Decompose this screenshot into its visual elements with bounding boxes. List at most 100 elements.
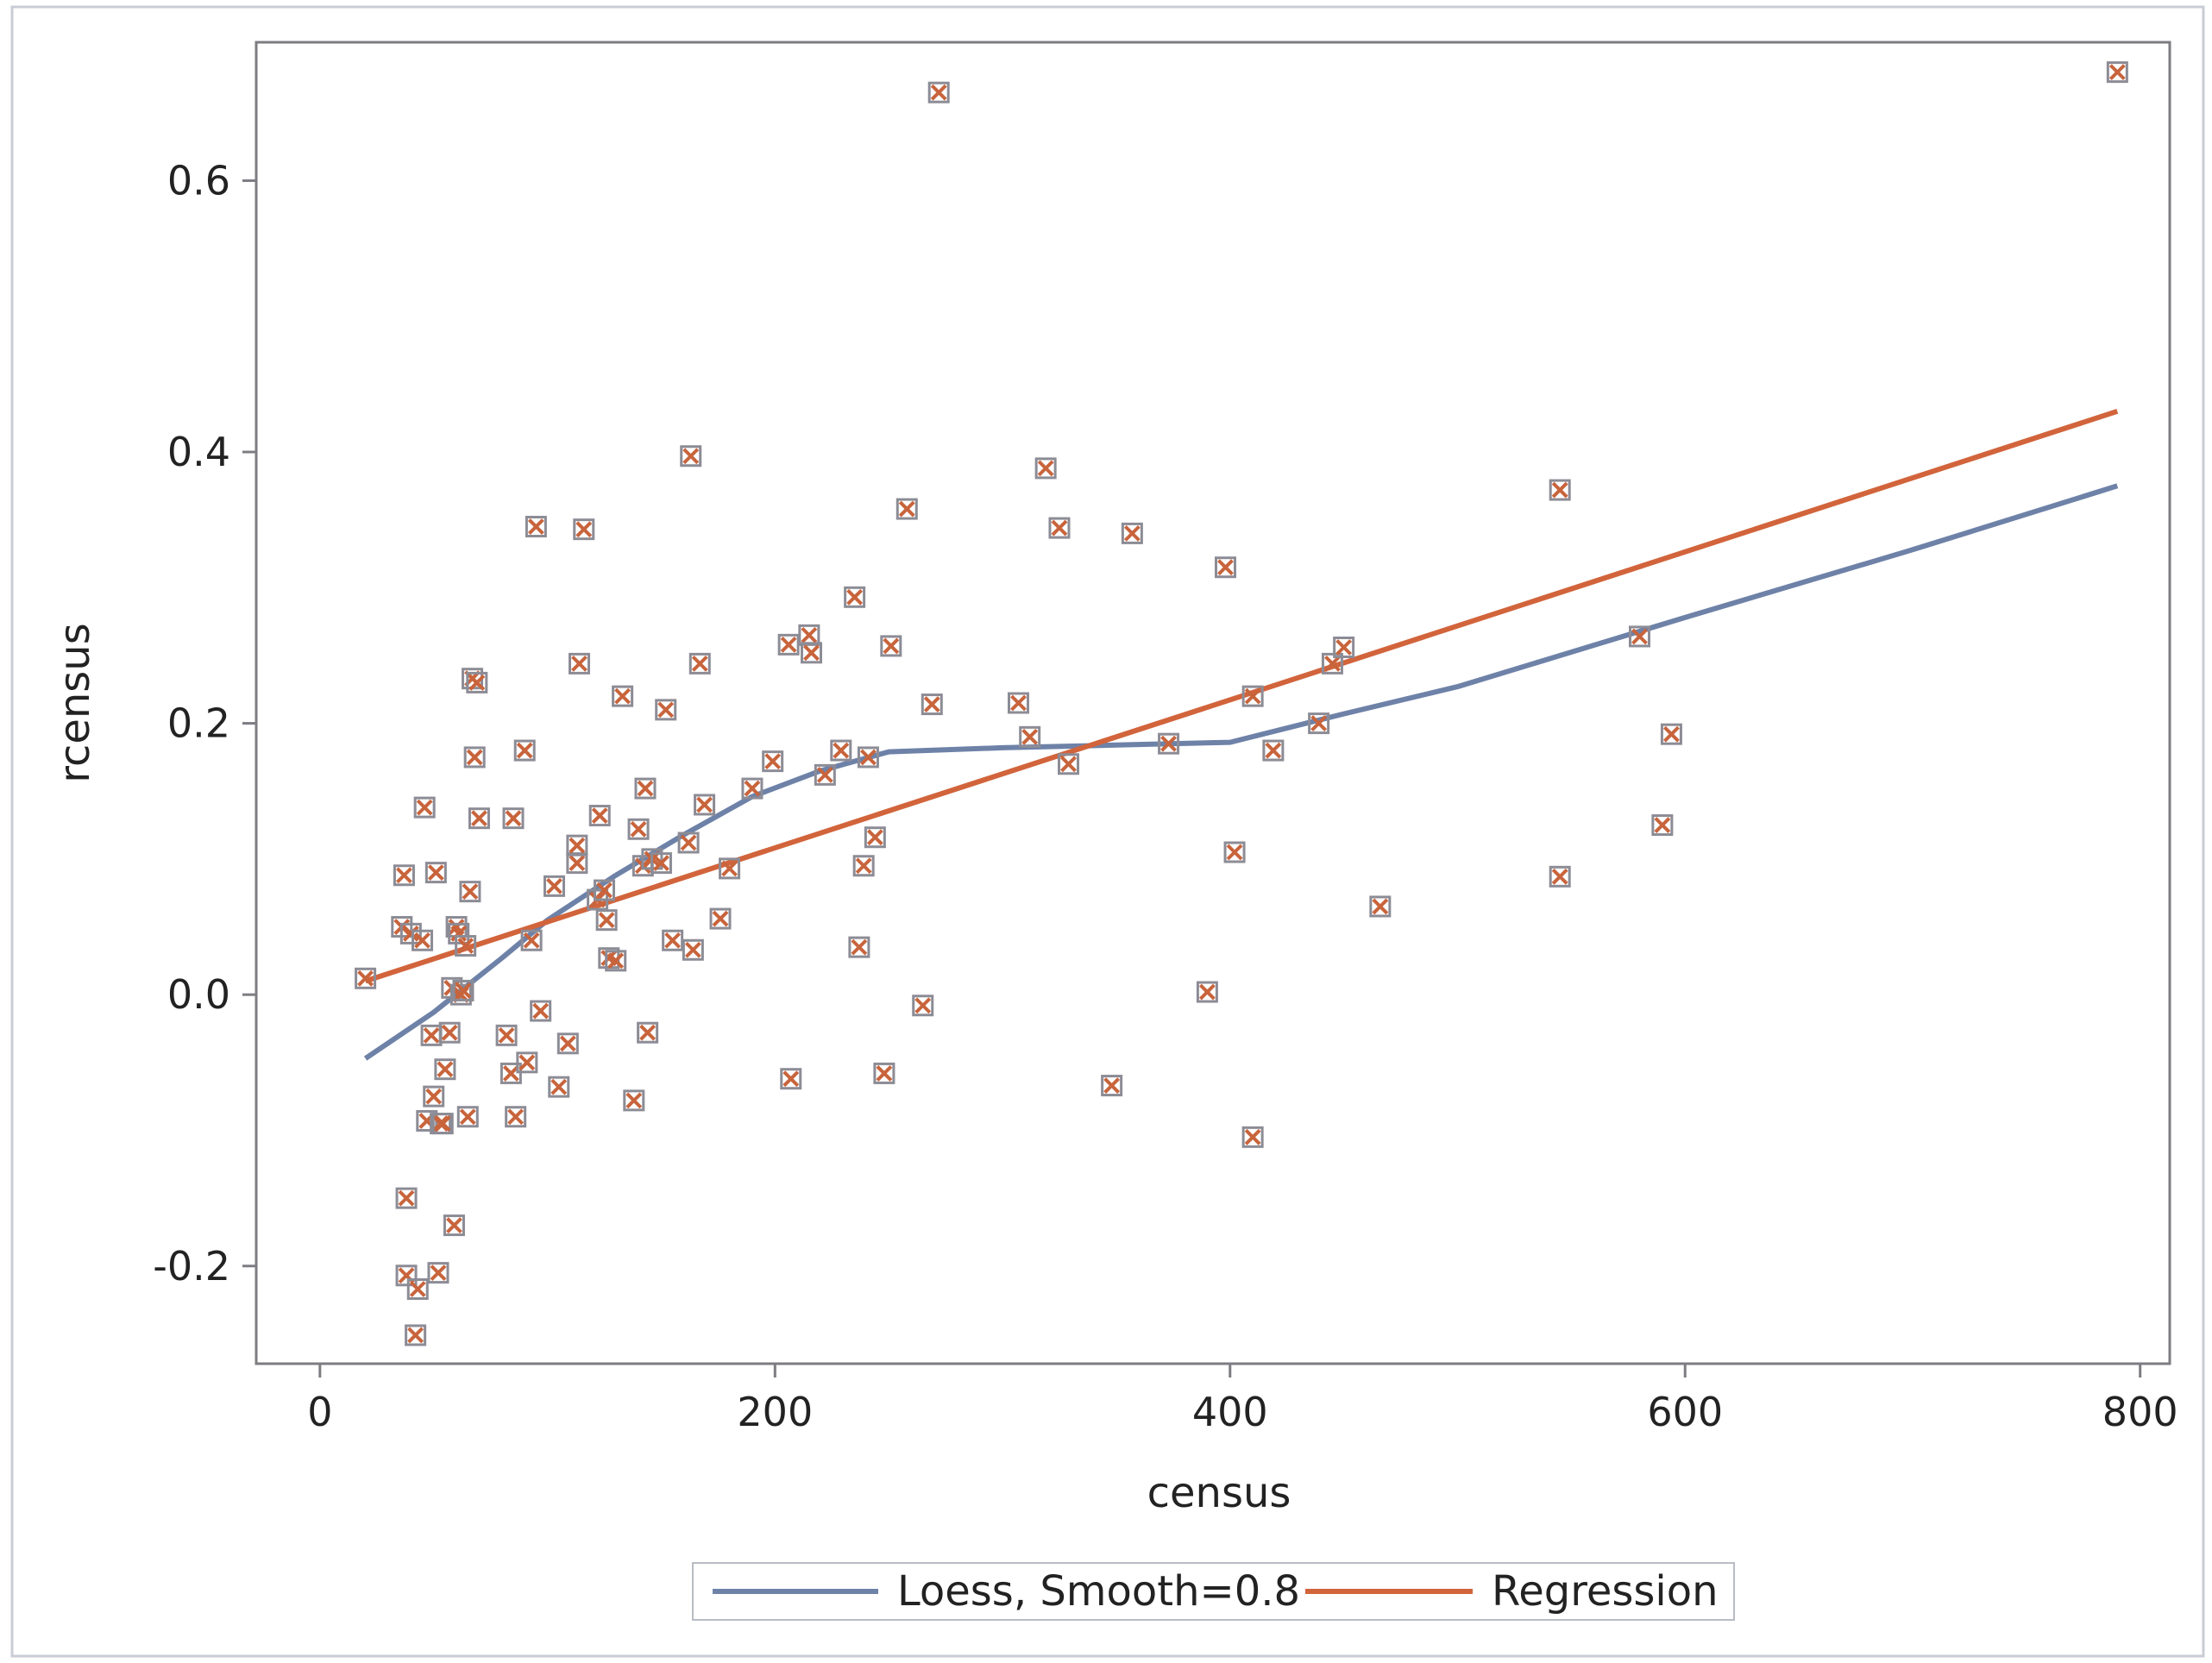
x-tick-label: 800 (2102, 1389, 2178, 1435)
data-point (677, 832, 700, 854)
regression-line (364, 408, 2119, 984)
data-point (1651, 814, 1674, 837)
data-point (895, 498, 918, 520)
data-point (424, 862, 447, 884)
data-point (694, 794, 716, 816)
y-tick-label: 0.6 (167, 157, 230, 204)
data-point (927, 81, 950, 104)
x-axis: 0 200 400 600 800 (307, 1364, 2178, 1435)
data-point (1215, 556, 1237, 579)
data-point (466, 671, 488, 693)
data-point (516, 1051, 538, 1074)
x-tick-label: 600 (1647, 1389, 1723, 1435)
legend-label-regression: Regression (1492, 1567, 1719, 1616)
x-tick-label: 200 (737, 1389, 813, 1435)
data-point (623, 1089, 645, 1112)
data-point (395, 1187, 418, 1209)
data-point (1549, 479, 1571, 501)
data-point (1048, 517, 1071, 539)
data-point (513, 739, 536, 762)
data-point (405, 1324, 427, 1346)
data-point (844, 586, 866, 608)
data-point (880, 635, 902, 657)
data-point (588, 805, 611, 827)
data-point (1660, 723, 1682, 745)
data-point (921, 693, 943, 716)
data-point (2106, 61, 2128, 84)
data-point (520, 929, 543, 951)
data-point (468, 807, 490, 830)
data-point (1019, 725, 1041, 748)
data-point (1196, 981, 1218, 1003)
data-point (1223, 841, 1246, 863)
data-point (448, 922, 470, 944)
data-point (655, 699, 677, 721)
data-point (427, 1262, 449, 1284)
data-point (459, 881, 481, 903)
data-point (595, 909, 618, 932)
x-axis-title: census (1147, 1469, 1291, 1517)
data-point (682, 938, 704, 961)
data-point (412, 929, 434, 951)
data-point (1262, 739, 1285, 762)
data-point (355, 967, 377, 989)
legend-label-loess: Loess, Smooth=0.8 (897, 1567, 1300, 1616)
data-point (573, 518, 595, 541)
data-point (719, 857, 741, 880)
data-point (741, 777, 764, 800)
fit-lines (363, 408, 2119, 1061)
data-point (709, 907, 732, 930)
data-point (662, 929, 684, 951)
data-point (452, 979, 474, 1001)
data-point (1549, 865, 1571, 888)
data-point (543, 875, 565, 897)
x-tick-label: 400 (1192, 1389, 1268, 1435)
data-point (1369, 895, 1392, 918)
data-point (1158, 732, 1180, 755)
data-point (650, 852, 672, 875)
y-axis-title: rcensus (51, 623, 99, 782)
data-point (1058, 753, 1080, 775)
data-point (873, 1062, 895, 1084)
data-point (848, 936, 870, 958)
data-point (852, 855, 875, 877)
data-point (463, 746, 486, 769)
data-point (525, 516, 547, 538)
data-point (780, 1068, 802, 1090)
data-point (502, 807, 525, 830)
data-point (413, 796, 436, 819)
data-point (857, 746, 879, 769)
data-point (1121, 522, 1143, 544)
data-point (1008, 692, 1030, 714)
y-tick-label: -0.2 (153, 1243, 230, 1290)
data-point (814, 763, 836, 786)
data-point (495, 1024, 518, 1046)
data-point (500, 1062, 522, 1084)
data-point (434, 1058, 456, 1081)
data-point (566, 852, 588, 875)
data-point (431, 1113, 454, 1135)
data-point (762, 750, 784, 773)
data-point (864, 826, 886, 849)
data-point (406, 1277, 429, 1300)
data-point (801, 642, 823, 664)
data-point (627, 818, 650, 840)
data-point (912, 995, 934, 1017)
y-tick-label: 0.0 (167, 971, 230, 1018)
data-point (1241, 1126, 1264, 1148)
data-point (393, 864, 415, 887)
data-point (798, 624, 820, 646)
data-points (355, 61, 2128, 1346)
data-point (399, 922, 422, 944)
data-point (569, 652, 591, 675)
data-point (830, 739, 852, 762)
data-point (637, 1021, 659, 1044)
data-point (634, 777, 657, 800)
data-point (443, 1214, 465, 1237)
data-point (777, 633, 800, 656)
data-point (594, 879, 616, 901)
data-point (1333, 637, 1355, 659)
legend: Loess, Smooth=0.8 Regression (692, 1562, 1735, 1621)
data-point (438, 1021, 461, 1044)
